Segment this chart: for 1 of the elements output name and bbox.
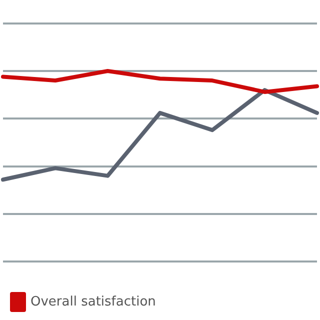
- legend-label: Overall satisfaction: [30, 294, 156, 310]
